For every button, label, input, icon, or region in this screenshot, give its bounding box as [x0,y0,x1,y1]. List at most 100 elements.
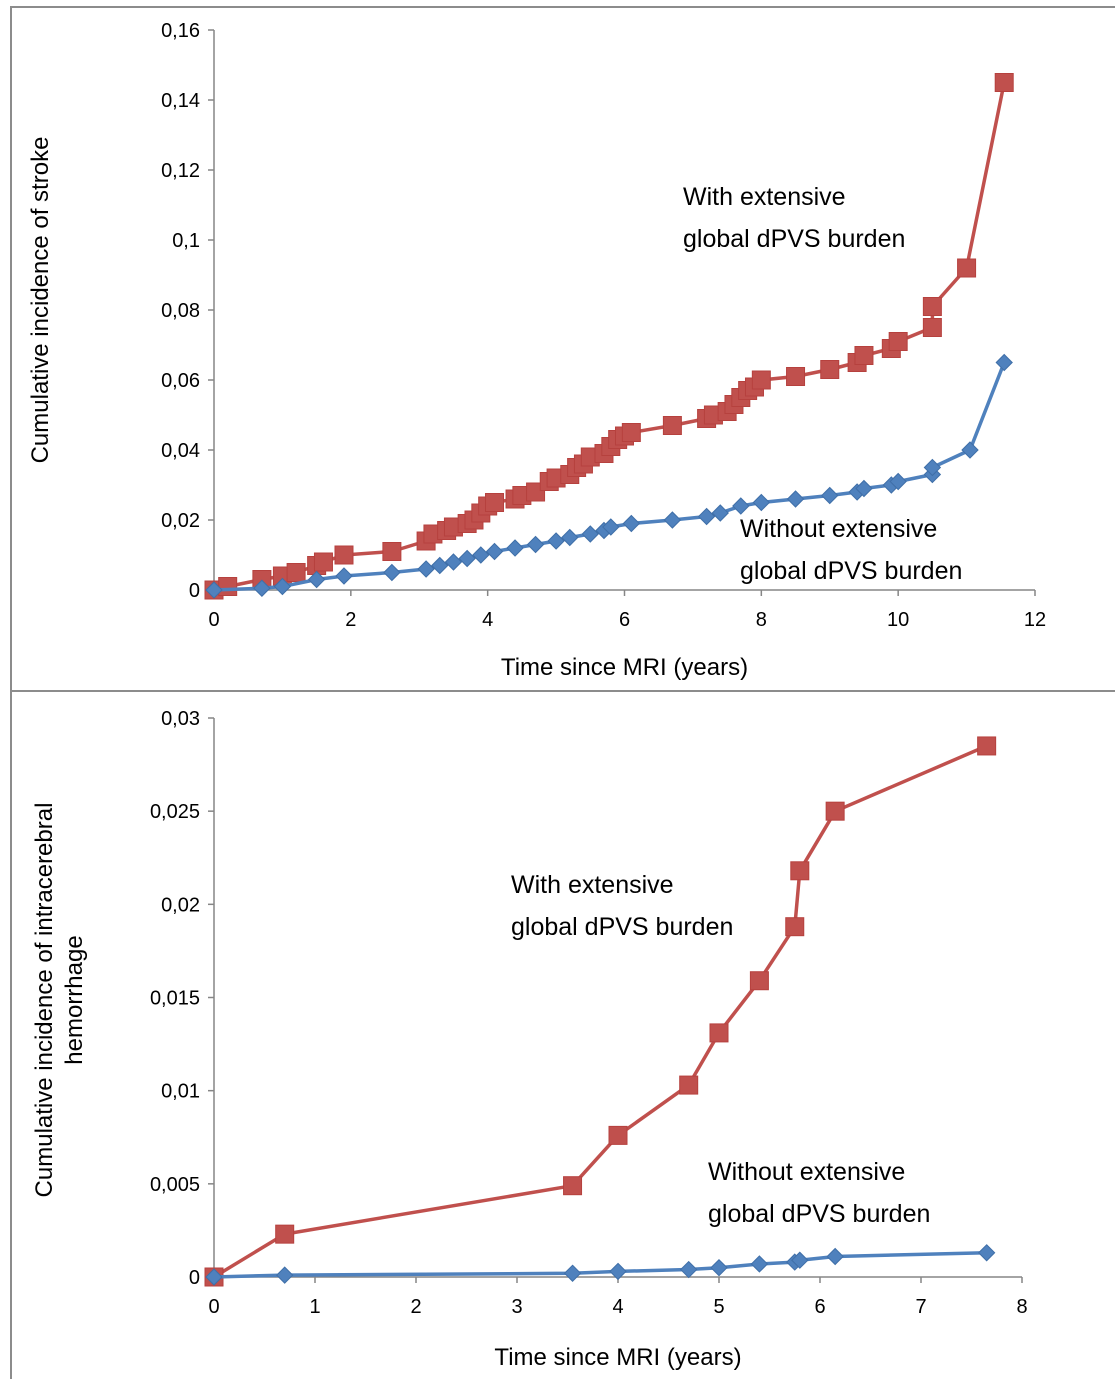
data-point-square [786,367,806,386]
data-point-square [313,552,333,572]
series-line-without [213,1251,987,1279]
x-tick-label: 6 [619,609,630,631]
data-point-square [334,545,354,565]
x-tick-label: 1 [309,1296,320,1318]
y-axis-title: Cumulative incidence of stroke [27,137,54,464]
data-point-square [994,73,1014,92]
x-tick-label: 0 [208,1296,219,1318]
y-tick-label: 0,02 [161,510,200,532]
y-tick-label: 0,1 [172,230,200,252]
data-point-diamond [383,563,401,582]
data-point-diamond [563,1264,582,1282]
y-tick-label: 0 [189,580,200,602]
data-point-square [218,577,238,596]
data-point-diamond [791,1251,809,1269]
y-tick-label: 0 [189,1267,200,1289]
figure-frame [10,6,1115,1379]
data-point-diamond [417,560,435,578]
series-line-with [213,744,988,1279]
y-tick-label: 0,005 [150,1174,200,1196]
data-point-square [785,917,805,937]
data-point-diamond [485,542,504,561]
data-point-square [888,332,908,351]
data-point-square [825,801,845,821]
annotation-text: global dPVS burden [708,1200,930,1228]
stroke-chart: 0 0,02 0,04 0,06 0,08 0,1 0,12 0,14 0,16 0 2 4 6 8 10 1… [27,20,1046,681]
x-tick-label: 3 [511,1296,522,1318]
data-point-diamond [977,1244,996,1262]
data-point-square [922,297,942,316]
data-point-square [485,493,505,512]
y-tick-label: 0,03 [161,708,200,730]
y-tick-label: 0,015 [150,988,200,1010]
data-point-diamond [663,511,682,529]
x-tick-label: 0 [208,609,219,631]
data-point-diamond [335,567,353,585]
annotation-text: With extensive [511,871,674,899]
data-point-diamond [710,1258,728,1277]
data-point-diamond [205,1268,223,1286]
x-tick-label: 5 [713,1296,724,1318]
x-tick-label: 2 [345,609,356,631]
hemorrhage-chart: 0 0,005 0,01 0,015 0,02 0,025 0,03 0 1 2 3 4 5 6 7 8 Tim… [31,708,1028,1371]
annotation-text: global dPVS burden [683,225,905,253]
data-point-square [751,370,771,390]
data-point-diamond [547,532,565,550]
y-tick-label: 0,04 [161,440,200,462]
y-tick-label: 0,02 [161,894,200,916]
data-point-diamond [622,514,641,533]
y-tick-label: 0,08 [161,300,200,322]
data-point-diamond [732,497,750,515]
annotation-text: Without extensive [740,515,937,543]
data-point-diamond [821,486,839,505]
data-point-diamond [923,458,942,477]
y-tick-label: 0,14 [161,90,200,112]
x-tick-label: 4 [612,1296,623,1318]
data-point-diamond [275,1266,294,1284]
y-tick-label: 0,01 [161,1081,200,1103]
data-point-diamond [995,353,1013,372]
data-point-diamond [855,479,873,498]
data-point-diamond [205,581,223,599]
annotation-text: global dPVS burden [740,557,962,585]
y-tick-label: 0,06 [161,370,200,392]
data-point-diamond [506,539,524,557]
y-tick-label: 0,16 [161,20,200,42]
data-point-diamond [431,556,449,575]
data-point-diamond [458,549,476,568]
data-point-diamond [273,577,292,596]
data-point-square [382,542,402,561]
data-point-diamond [679,1260,698,1279]
annotation-text: global dPVS burden [511,913,733,941]
data-point-square [957,258,977,278]
data-point-square [286,563,306,582]
data-point-diamond [750,1255,769,1273]
annotation-text: Without extensive [708,1158,905,1186]
data-point-diamond [609,1262,627,1281]
data-point-square [854,346,874,365]
data-point-diamond [472,546,490,564]
data-point-diamond [786,490,805,508]
data-point-diamond [526,535,545,554]
data-point-square [922,318,942,337]
data-point-diamond [711,504,729,522]
data-point-square [679,1075,699,1095]
data-point-diamond [961,441,979,459]
data-point-diamond [826,1247,844,1266]
data-point-square [662,416,682,435]
panel-divider [10,690,1115,692]
x-tick-label: 8 [756,609,767,631]
x-axis-title: Time since MRI (years) [494,1344,741,1371]
data-point-square [790,861,810,881]
x-axis-title: Time since MRI (years) [501,654,748,681]
x-tick-label: 8 [1016,1296,1027,1318]
data-point-square [749,971,769,991]
data-point-diamond [752,493,771,512]
x-tick-label: 12 [1024,609,1046,631]
data-point-square [621,423,641,442]
data-point-square [977,736,997,756]
data-point-square [563,1176,583,1196]
y-tick-label: 0,025 [150,801,200,823]
x-tick-label: 6 [814,1296,825,1318]
